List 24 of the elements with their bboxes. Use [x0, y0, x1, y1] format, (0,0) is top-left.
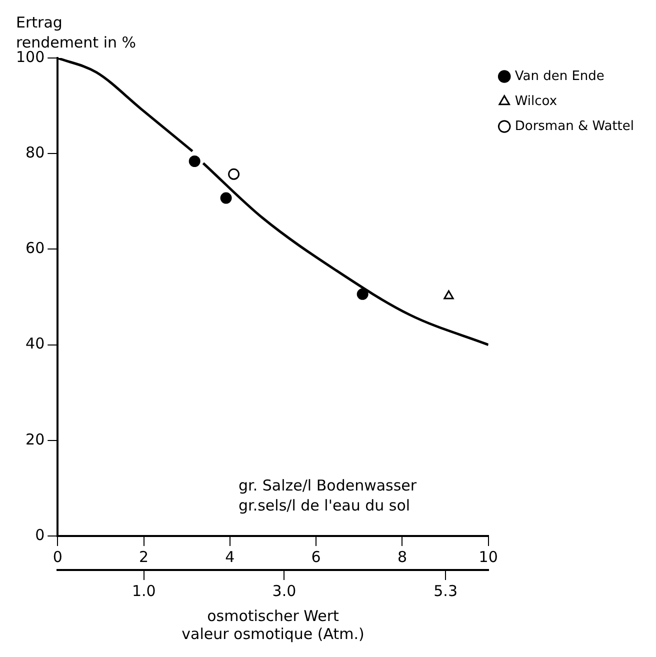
legend-label: Dorsman & Wattel — [514, 118, 634, 134]
x-tick-label: 10 — [478, 548, 498, 566]
x-axis-title: gr. Salze/l Bodenwasser gr.sels/l de l'eau du sol — [238, 476, 418, 514]
x-tick-label: 4 — [225, 548, 235, 566]
x-tick-label: 0 — [52, 548, 62, 566]
x2-tick-label: 5.3 — [434, 582, 458, 600]
y-tick-label: 40 — [26, 334, 45, 353]
point — [188, 156, 200, 167]
point — [228, 168, 240, 180]
y-tick-label: 80 — [26, 143, 45, 162]
x2-tick-label: 3.0 — [272, 582, 296, 600]
point — [444, 290, 454, 300]
x2-tick-label: 1.0 — [132, 582, 156, 600]
legend-label: Van den Ende — [514, 68, 604, 84]
y-tick-label: 60 — [26, 239, 45, 258]
legend-label: Wilcox — [514, 94, 558, 109]
x-tick-label: 2 — [139, 548, 149, 566]
x-tick-label: 8 — [397, 548, 407, 566]
point — [220, 192, 232, 204]
y-tick-label: 20 — [26, 430, 45, 448]
x2-axis-title: osmotischer Wert valeur osmotique (Atm.) — [182, 606, 364, 643]
x-tick-label: 6 — [311, 548, 321, 566]
point — [356, 288, 368, 300]
y-tick-label: 0 — [35, 526, 45, 544]
